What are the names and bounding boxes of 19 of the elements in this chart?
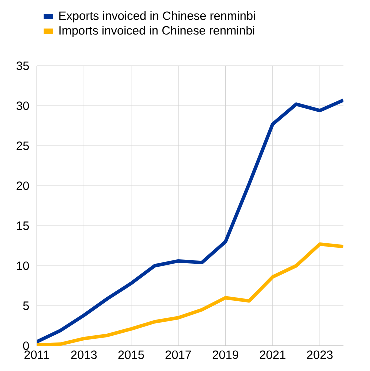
x-tick-label: 2015 — [118, 350, 144, 360]
line-series — [36, 98, 344, 344]
y-tick-label: 20 — [16, 182, 30, 190]
y-tick-label: 30 — [16, 102, 30, 110]
x-tick-label: 2011 — [24, 350, 50, 360]
x-tick-label: 2019 — [212, 350, 238, 360]
y-tick-label: 35 — [16, 62, 30, 70]
y-tick-label: 25 — [16, 142, 30, 150]
legend-label: Exports invoiced in Chinese renminbi — [60, 11, 256, 23]
x-tick-label: 2023 — [307, 350, 333, 360]
legend-label: Imports invoiced in Chinese renminbi — [60, 26, 255, 38]
y-tick-label: 5 — [23, 302, 30, 310]
y-tick-label: 15 — [17, 222, 30, 230]
y-tick-label: 0 — [23, 342, 30, 350]
x-tick-label: 2017 — [166, 350, 192, 360]
x-tick-label: 2021 — [260, 350, 286, 360]
x-tick-label: 2013 — [71, 350, 97, 360]
y-tick-label: 10 — [17, 262, 30, 270]
line-series — [36, 242, 344, 346]
